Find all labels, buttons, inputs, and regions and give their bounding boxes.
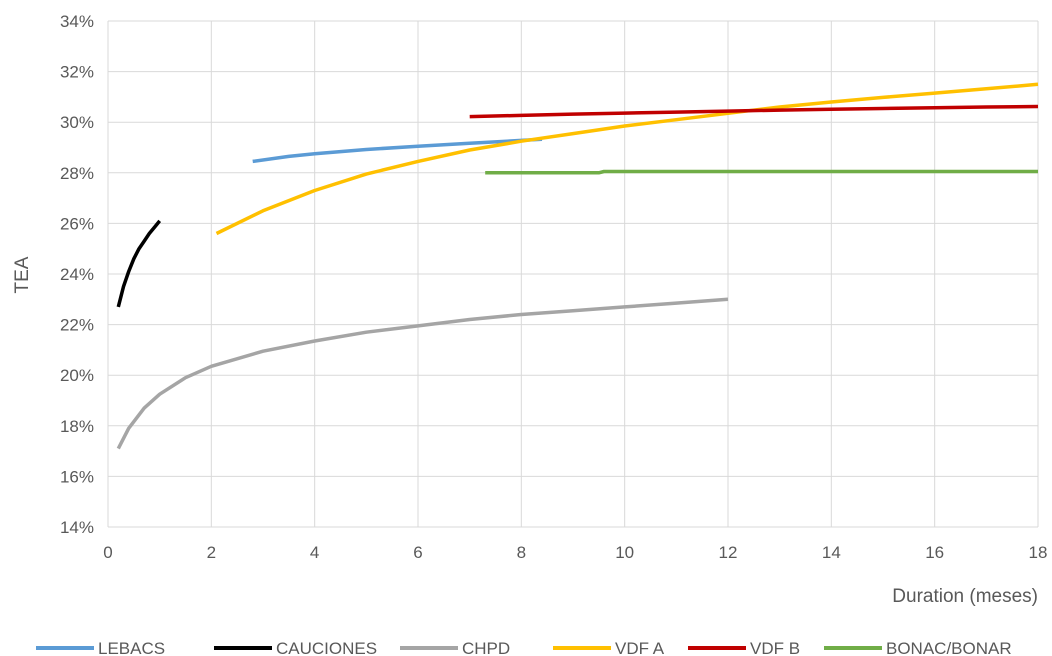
legend-label: VDF A	[615, 639, 665, 656]
legend-label: CAUCIONES	[276, 639, 377, 656]
y-axis-title: TEA	[12, 256, 33, 293]
series-line-vdf-b	[469, 104, 1039, 119]
legend-label: BONAC/BONAR	[886, 639, 1012, 656]
series-lines	[116, 82, 1039, 450]
legend-label: LEBACS	[98, 639, 165, 656]
x-tick-label: 0	[103, 543, 112, 562]
x-tick-label: 8	[517, 543, 526, 562]
series-line-vdf-a	[215, 82, 1039, 236]
y-tick-label: 16%	[60, 467, 94, 486]
legend-label: CHPD	[462, 639, 510, 656]
y-tick-label: 34%	[60, 12, 94, 31]
x-tick-label: 10	[615, 543, 634, 562]
y-tick-label: 30%	[60, 113, 94, 132]
x-tick-label: 6	[413, 543, 422, 562]
x-tick-label: 4	[310, 543, 319, 562]
x-tick-label: 2	[207, 543, 216, 562]
series-line-chpd	[116, 297, 729, 450]
x-tick-label: 18	[1029, 543, 1048, 562]
y-tick-label: 14%	[60, 518, 94, 537]
x-tick-label: 14	[822, 543, 841, 562]
y-tick-label: 20%	[60, 366, 94, 385]
y-tick-labels: 14% 16% 18% 20% 22% 24% 26% 28% 30% 32% 34%	[60, 12, 94, 537]
y-tick-label: 18%	[60, 417, 94, 436]
series-line-lebacs	[252, 137, 543, 164]
series-line-bonac-bonar	[485, 169, 1038, 175]
series-line-cauciones	[116, 219, 162, 308]
y-tick-label: 32%	[60, 63, 94, 82]
legend-label: VDF B	[750, 639, 800, 656]
x-tick-labels: 0 2 4 6 8 10 12 14 16 18	[103, 543, 1047, 562]
y-tick-label: 22%	[60, 316, 94, 335]
x-tick-label: 16	[925, 543, 944, 562]
y-tick-label: 24%	[60, 265, 94, 284]
x-tick-label: 12	[719, 543, 738, 562]
y-tick-label: 28%	[60, 164, 94, 183]
grid	[107, 20, 1039, 528]
legend: LEBACS CAUCIONES CHPD VDF A VDF B BONAC/BONAR	[36, 639, 1012, 656]
x-axis-title: Duration (meses)	[892, 586, 1038, 607]
y-tick-label: 26%	[60, 214, 94, 233]
